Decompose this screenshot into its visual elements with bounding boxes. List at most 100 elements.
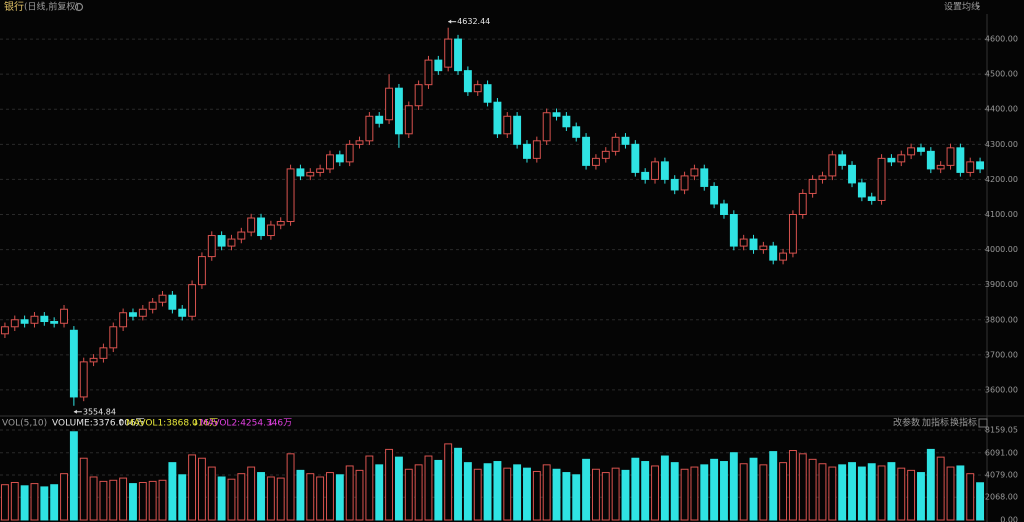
y-tick-label: 3800.00 xyxy=(985,315,1018,324)
volume-bar xyxy=(700,464,709,521)
settings-icon[interactable] xyxy=(74,2,84,12)
candle-body xyxy=(276,221,285,226)
candle-body xyxy=(345,143,354,163)
volume-bar xyxy=(463,462,472,521)
button[interactable]: 加指标 xyxy=(922,417,949,429)
candle-body xyxy=(197,256,206,286)
candle-body xyxy=(375,115,384,124)
candle-body xyxy=(857,182,866,198)
volume-bar xyxy=(99,480,108,521)
volume-bar xyxy=(621,469,630,521)
candle-body xyxy=(503,115,512,135)
ma-setting[interactable]: 设置均线 xyxy=(944,1,980,13)
candle-body xyxy=(473,84,482,93)
volume-bar xyxy=(670,462,679,521)
volume-bar xyxy=(552,468,561,521)
candle-body xyxy=(582,136,591,166)
candle-body xyxy=(414,84,423,107)
volume-bar xyxy=(60,473,68,521)
volume-bar xyxy=(917,472,925,521)
volume-bar xyxy=(168,462,177,521)
volume-bar xyxy=(414,464,423,521)
candle-body xyxy=(542,112,551,142)
y-tick-label: 3900.00 xyxy=(985,280,1018,289)
volume-bar xyxy=(483,463,492,521)
candle-body xyxy=(907,147,916,156)
volume-bar xyxy=(286,453,295,521)
volume-bar xyxy=(207,466,216,521)
volume-bar xyxy=(316,476,325,521)
candle-body xyxy=(877,157,886,201)
candle-body xyxy=(266,224,275,237)
volume-bar xyxy=(631,457,640,521)
volume-bar xyxy=(89,476,98,521)
volume-bar xyxy=(877,465,886,521)
candle-body xyxy=(89,357,98,363)
volume-bar xyxy=(720,461,728,521)
y-tick-label: 4100.00 xyxy=(985,210,1018,219)
mavol2: MAVOL2:4254.346万 xyxy=(200,419,292,429)
volume-bar xyxy=(936,456,945,521)
candle-body xyxy=(394,87,403,135)
volume-bar xyxy=(69,431,78,521)
volume-bar xyxy=(237,473,246,521)
mavol1: MAVOL1:3868.016万 xyxy=(126,419,218,429)
candle-body xyxy=(335,154,344,163)
candle-body xyxy=(10,319,19,328)
button[interactable]: 换指标 xyxy=(950,417,977,429)
candle-body xyxy=(680,175,689,191)
volume-bar xyxy=(129,483,137,521)
candle-body xyxy=(20,319,29,324)
volume-bar xyxy=(976,482,985,521)
volume-bar xyxy=(838,464,847,521)
candle-body xyxy=(424,59,433,86)
volume-bar xyxy=(119,477,128,521)
candle-body xyxy=(158,294,167,303)
volume-bar xyxy=(404,468,413,521)
candle-body xyxy=(749,238,758,251)
volume-bar xyxy=(424,455,433,521)
volume-bar xyxy=(227,478,236,521)
volume-bar xyxy=(148,480,157,521)
candle-body xyxy=(917,147,925,152)
candle-body xyxy=(247,217,256,233)
panel-icon[interactable] xyxy=(978,418,988,428)
candle-body xyxy=(138,308,147,317)
annotation-arrowhead xyxy=(448,19,452,24)
y-tick-label: 4200.00 xyxy=(985,175,1018,184)
candle-body xyxy=(601,150,610,159)
volume-bar xyxy=(680,468,689,521)
volume-bar xyxy=(138,481,147,521)
volume-bar xyxy=(651,465,659,521)
volume-bar xyxy=(355,469,364,521)
candle-body xyxy=(69,329,78,398)
volume-bar xyxy=(611,467,620,521)
volume-bar xyxy=(50,484,59,521)
volume-bar xyxy=(818,463,827,521)
volume-bar xyxy=(493,461,502,521)
candle-body xyxy=(660,161,669,180)
volume-bar xyxy=(365,455,374,521)
candle-body xyxy=(523,143,531,159)
button[interactable]: 改参数 xyxy=(893,417,920,429)
candle-body xyxy=(936,164,945,170)
volume-bar xyxy=(759,464,768,521)
candle-body xyxy=(808,178,817,194)
candle-body xyxy=(631,143,640,173)
volume-bar xyxy=(345,465,354,521)
candle-body xyxy=(838,154,847,166)
y-tick-label: 4600.00 xyxy=(985,35,1018,44)
stock-name: 银行 xyxy=(4,0,24,13)
candle-body xyxy=(690,168,699,177)
volume-bar xyxy=(907,469,916,521)
volume-bar xyxy=(434,459,443,521)
candle-body xyxy=(710,185,719,205)
candle-body xyxy=(591,157,600,166)
candle-body xyxy=(493,101,502,135)
volume-bar xyxy=(769,451,778,521)
volume-bar xyxy=(178,474,187,521)
candle-body xyxy=(641,171,650,180)
period: (日线,前复权) xyxy=(24,1,79,13)
y-tick-label: 3700.00 xyxy=(985,350,1018,359)
y-tick-label: 4400.00 xyxy=(985,105,1018,114)
